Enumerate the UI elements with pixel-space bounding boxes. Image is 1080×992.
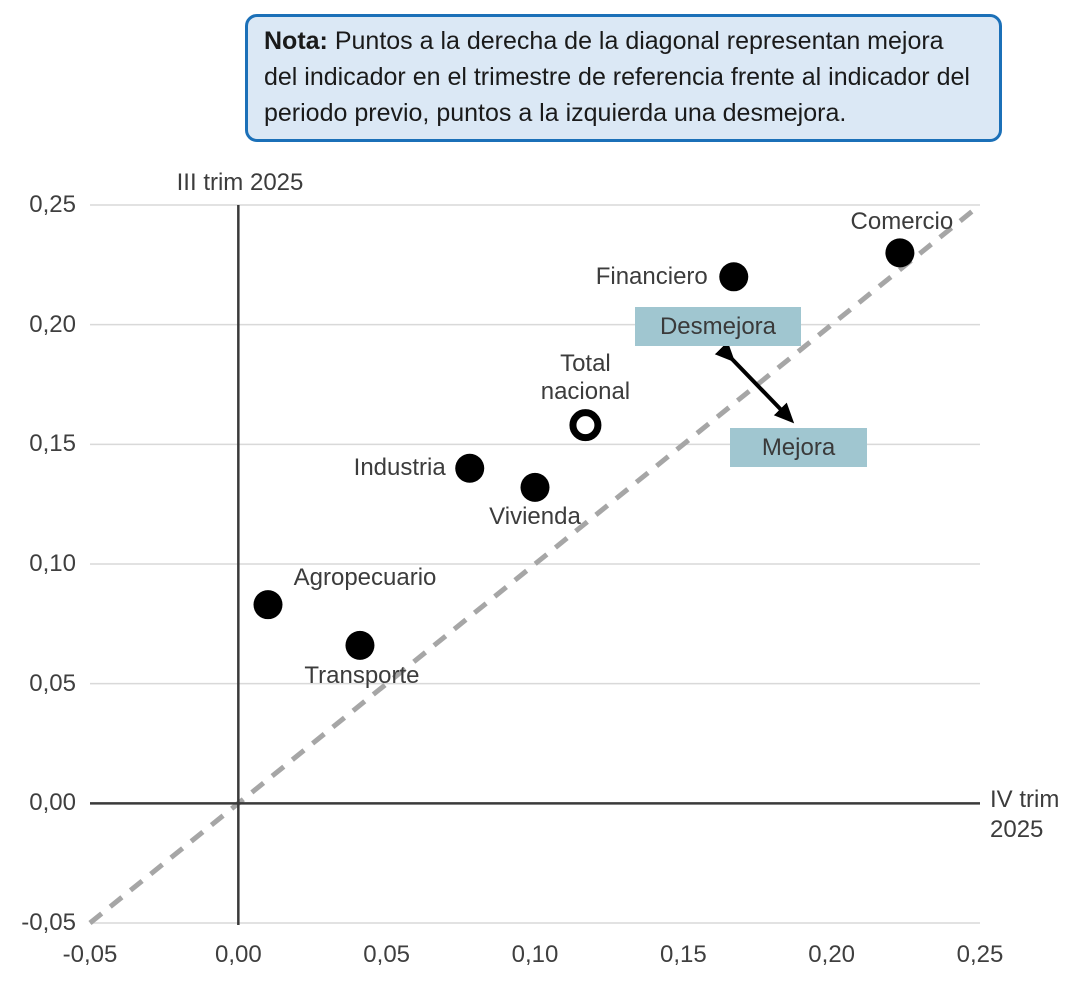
data-point-total-nacional <box>569 409 602 442</box>
y-tick-label: 0,00 <box>29 789 76 817</box>
y-tick-label: 0,15 <box>29 430 76 458</box>
annotation-desmejora: Desmejora <box>635 307 801 346</box>
x-tick-label: 0,10 <box>511 941 559 968</box>
note-box: Nota: Puntos a la derecha de la diagonal… <box>245 14 1002 142</box>
y-tick-label: 0,10 <box>29 550 76 577</box>
x-tick-label: 0,05 <box>363 941 411 968</box>
point-label-total-nacional: Total nacional <box>540 350 631 406</box>
data-point-agropecuario <box>253 590 283 620</box>
y-axis-title: III trim 2025 <box>176 169 304 196</box>
point-label-agropecuario: Agropecuario <box>293 563 437 591</box>
point-label-vivienda: Vivienda <box>489 503 581 531</box>
x-tick-label: 0,20 <box>808 941 856 968</box>
note-text: Puntos a la derecha de la diagonal repre… <box>264 27 970 127</box>
annotation-mejora: Mejora <box>730 428 867 467</box>
data-point-comercio <box>885 238 915 268</box>
point-label-transporte: Transporte <box>304 662 420 690</box>
x-tick-label: -0,05 <box>62 941 118 968</box>
y-tick-label: 0,05 <box>29 669 76 697</box>
axis-lines <box>90 205 980 925</box>
y-tick-label: -0,05 <box>21 909 76 936</box>
x-axis-title: IV trim 2025 <box>990 786 1060 843</box>
point-label-financiero: Financiero <box>595 262 708 290</box>
data-point-transporte <box>345 630 375 660</box>
x-tick-label: 0,15 <box>659 941 707 968</box>
y-tick-label: 0,20 <box>29 310 76 338</box>
x-tick-label: 0,25 <box>956 941 1004 968</box>
data-points <box>253 238 915 660</box>
data-point-vivienda <box>520 472 550 502</box>
note-label: Nota: <box>264 27 328 55</box>
point-label-industria: Industria <box>353 454 446 482</box>
mejora-desmejora-arrow <box>714 341 795 424</box>
point-label-comercio: Comercio <box>850 207 954 235</box>
data-point-financiero <box>719 262 749 292</box>
y-tick-label: 0,25 <box>29 191 76 218</box>
data-point-industria <box>455 453 485 483</box>
x-tick-label: 0,00 <box>214 941 262 968</box>
